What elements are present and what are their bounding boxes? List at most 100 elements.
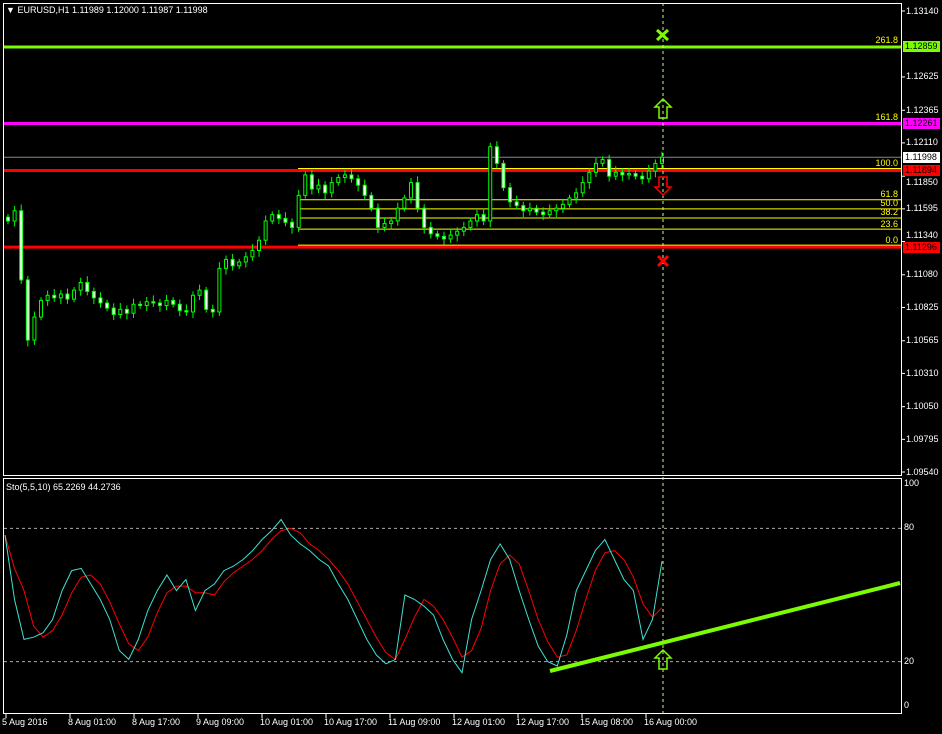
price-axis-label: 1.12365 [906,104,939,115]
menu-triangle-down-icon[interactable]: ▼ [6,5,15,15]
sell-arrow-down-icon [653,176,673,197]
candle-body [177,303,182,312]
candle-body [78,281,83,291]
candle-body [72,289,77,300]
candle-body [336,176,341,184]
candle-body [527,207,532,212]
candle-body [600,159,605,164]
symbol-label: EURUSD,H1 [17,5,70,15]
price-axis-label: 1.09540 [906,466,939,477]
candle-body [428,226,433,235]
time-axis-label: 8 Aug 17:00 [132,717,181,727]
stoch-arrow-up-icon [653,648,673,670]
candle-body [105,302,110,309]
fibonacci-level-label: 0.0 [885,234,898,245]
candle-body [541,211,546,216]
candle-body [19,210,24,281]
candle-body [190,294,195,313]
time-axis-label: 15 Aug 08:00 [580,717,634,727]
candle-body [587,171,592,184]
candle-body [534,207,539,213]
candle-body [475,214,480,222]
candle-body [356,178,361,186]
stoch-axis-label: 100 [904,478,920,488]
candle-body [131,303,136,314]
candle-body [124,308,129,314]
candle-body [646,170,651,180]
price-axis-label: 1.11850 [906,177,938,188]
fibonacci-level-label: 50.0 [880,198,898,209]
stochastic-label: Sto(5,5,10) 65.2269 44.2736 [6,482,121,492]
candle-body [111,307,116,315]
candle-body [494,146,499,164]
candle-body [607,159,612,177]
fibonacci-level-label: 100.0 [875,158,898,169]
candle-body [157,302,162,307]
time-axis-label: 5 Aug 2016 [2,717,48,727]
candle-body [349,174,354,180]
price-label-tag: 1.12261 [903,118,940,130]
candle-body [521,205,526,212]
price-label-tag: 1.12859 [903,41,940,53]
candle-body [316,184,321,190]
candle-body [243,256,248,263]
candle-body [329,182,334,194]
candle-body [138,303,143,307]
time-axis-label: 8 Aug 01:00 [68,717,117,727]
indicator-pane-frame [3,478,902,714]
fibonacci-level-label: 161.8 [875,111,898,122]
candle-body [488,146,493,222]
candle-body [270,214,275,222]
stoch-axis-label: 20 [904,655,915,666]
candle-body [32,316,37,341]
candle-body [283,217,288,223]
candle-body [230,258,235,267]
candle-body [653,162,658,172]
candle-body [58,293,63,299]
ohlc-values: 1.11989 1.12000 1.11987 1.11998 [71,5,208,15]
time-axis-label: 11 Aug 09:00 [388,717,441,727]
candle-body [514,201,519,207]
stop-x-icon [656,254,670,268]
candle-body [508,187,513,203]
stoch-signal-line [4,527,663,661]
candle-body [65,293,70,300]
price-axis-label: 1.09795 [906,433,939,444]
candle-body [461,226,466,232]
candle-body [547,210,552,216]
candle-body [144,301,149,307]
price-label-tag: 1.11894 [903,165,940,177]
candle-body [171,299,176,305]
time-axis-label: 10 Aug 01:00 [260,717,314,727]
candle-body [25,279,30,341]
candle-body [633,173,638,177]
candle-body [574,192,579,199]
candle-body [263,220,268,241]
stoch-trendline[interactable] [549,581,901,673]
candle-body [39,299,44,318]
candle-body [375,207,380,228]
fibonacci-level-label: 38.2 [880,207,898,218]
main-pane-frame [3,3,902,476]
candle-body [85,281,90,292]
candle-body [309,174,314,190]
candle-body [613,171,618,177]
candle-body [237,261,242,267]
candle-body [481,214,486,222]
candle-body [52,294,57,299]
candle-body [290,221,295,228]
candle-body [204,289,209,310]
price-label-tag: 1.11998 [903,151,940,163]
fibonacci-level-label: 261.8 [875,34,898,45]
candle-body [296,194,301,228]
candle-body [389,220,394,225]
candle-body [12,210,17,222]
chart-header: ▼ EURUSD,H1 1.11989 1.12000 1.11987 1.11… [6,5,208,16]
candle-body [442,235,446,240]
candle-body [468,220,473,228]
candle-body [448,234,453,240]
price-axis-label: 1.10310 [906,367,939,378]
price-axis-label: 1.12110 [906,137,938,148]
candle-body [455,230,460,236]
